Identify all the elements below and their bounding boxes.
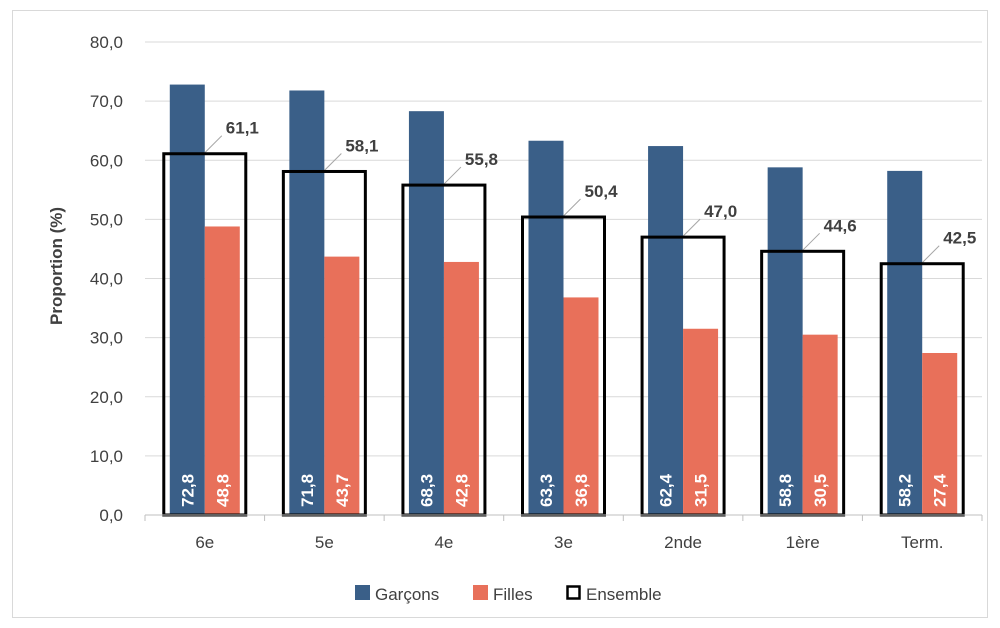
x-tick-labels: 6e 5e 4e 3e 2nde 1ère Term. [144,515,983,552]
data-label-ensemble: 42,5 [943,229,976,248]
data-label-ensemble: 58,1 [345,136,378,155]
data-label-ensemble: 50,4 [585,182,619,201]
x-tick-label: 2nde [664,533,702,552]
y-tick-label: 10,0 [90,447,123,466]
legend-swatch [355,585,370,600]
data-label-garcons: 58,8 [776,474,795,507]
data-label-garcons: 58,2 [896,474,915,507]
legend-label: Garçons [375,585,439,604]
data-label-filles: 43,7 [333,474,352,507]
x-tick-label: 4e [434,533,453,552]
legend: Garçons Filles Ensemble [355,585,662,604]
bar-garcons [528,140,564,515]
leader-line [203,135,223,155]
bar-garcons [887,170,923,515]
y-tick-label: 70,0 [90,92,123,111]
x-tick-label: 5e [315,533,334,552]
data-label-filles: 27,4 [931,473,950,507]
leader-line [562,198,581,218]
data-label-filles: 48,8 [213,474,232,507]
leader-line [681,218,701,238]
y-tick-label: 60,0 [90,151,123,170]
y-tick-labels: 0,0 10,0 20,0 30,0 40,0 50,0 60,0 70,0 80,0 [90,33,123,525]
data-label-ensemble: 44,6 [824,216,857,235]
y-tick-label: 20,0 [90,388,123,407]
data-label-filles: 31,5 [692,474,711,507]
bar-filles [204,226,240,515]
y-tick-label: 80,0 [90,33,123,52]
leader-line [920,245,940,265]
data-label-garcons: 63,3 [537,474,556,507]
bar-filles [324,256,360,515]
y-tick-label: 30,0 [90,329,123,348]
bar-filles [802,334,838,515]
bars [169,84,958,516]
bar-garcons [169,84,205,515]
y-tick-label: 50,0 [90,210,123,229]
bar-garcons [289,90,325,516]
legend-swatch [473,585,488,600]
y-tick-label: 40,0 [90,270,123,289]
y-tick-label: 0,0 [99,506,123,525]
bar-filles [683,328,719,515]
legend-swatch [566,585,581,600]
data-label-ensemble: 47,0 [704,202,737,221]
bar-garcons [767,167,803,515]
legend-label: Filles [493,585,533,604]
x-tick-label: 1ère [786,533,820,552]
x-tick-label: 6e [195,533,214,552]
leader-line [801,232,820,252]
leader-line [323,153,342,172]
leader-lines [203,135,940,265]
bar-garcons [648,146,684,515]
y-axis-title: Proportion (%) [47,207,66,325]
data-label-garcons: 68,3 [417,474,436,507]
x-tick-label: 3e [554,533,573,552]
data-label-ensemble: 55,8 [465,150,498,169]
x-tick-label: Term. [901,533,944,552]
data-label-ensemble: 61,1 [226,119,259,138]
data-label-garcons: 62,4 [657,473,676,507]
bar-filles [443,261,479,515]
data-label-garcons: 71,8 [298,474,317,507]
data-labels: 61,1 72,8 48,8 58,1 71,8 43,7 55,8 68,3 42,8 50,4… [178,119,976,507]
bar-filles [563,297,599,515]
data-label-filles: 42,8 [452,474,471,507]
leader-line [442,166,462,186]
data-label-filles: 36,8 [572,474,591,507]
bar-filles [922,352,958,515]
data-label-filles: 30,5 [811,474,830,507]
legend-label: Ensemble [586,585,662,604]
bar-garcons [408,111,444,516]
data-label-garcons: 72,8 [178,474,197,507]
